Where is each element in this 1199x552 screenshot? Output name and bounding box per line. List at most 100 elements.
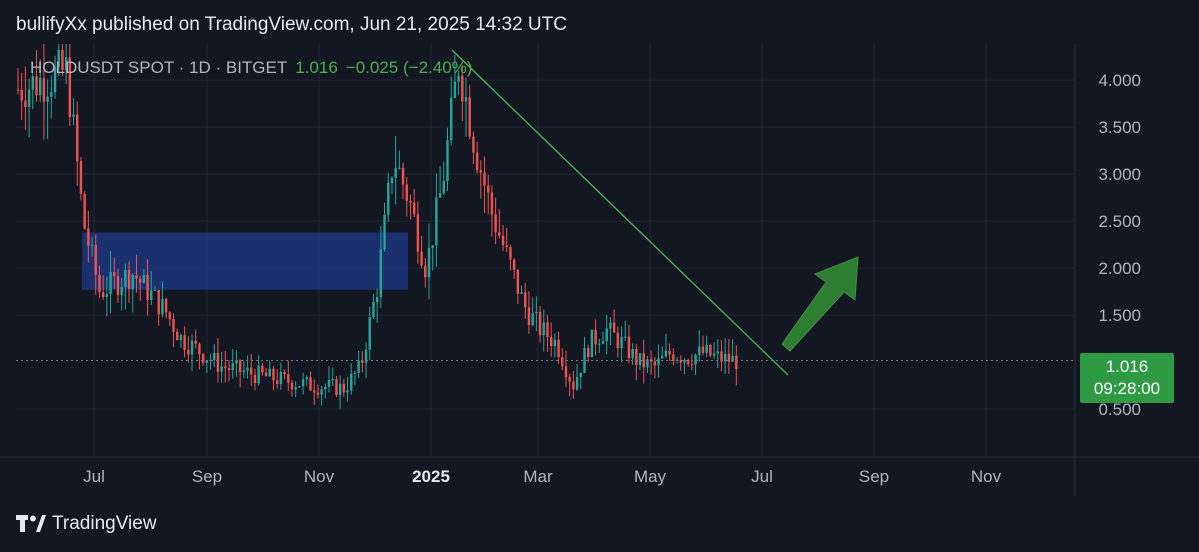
candle-body bbox=[250, 367, 253, 375]
candle-body bbox=[401, 167, 405, 185]
candle-body bbox=[594, 329, 597, 345]
candle-body bbox=[694, 354, 697, 365]
candle-body bbox=[94, 244, 97, 275]
candle-body bbox=[701, 346, 705, 353]
candle-body bbox=[453, 81, 457, 98]
candle-body bbox=[412, 202, 416, 215]
candle-body bbox=[253, 374, 257, 384]
candle-body bbox=[394, 167, 397, 178]
candle-body bbox=[301, 379, 305, 387]
candle-body bbox=[424, 265, 427, 278]
x-tick-label: Sep bbox=[859, 467, 889, 486]
candle-body bbox=[220, 366, 223, 372]
candle-body bbox=[27, 89, 31, 108]
candle-body bbox=[50, 92, 53, 97]
candle-body bbox=[61, 49, 64, 71]
candle-body bbox=[372, 302, 375, 318]
candle-body bbox=[420, 251, 423, 266]
candle-body bbox=[487, 185, 490, 193]
candle-body bbox=[653, 361, 657, 366]
candle-body bbox=[668, 350, 671, 355]
candle-body bbox=[509, 247, 512, 260]
candle-body bbox=[375, 296, 379, 303]
candle-body bbox=[16, 89, 20, 91]
candle-body bbox=[187, 349, 190, 355]
chart-legend: HOLDUSDT SPOT · 1D · BITGET 1.016 −0.025… bbox=[30, 58, 472, 78]
candle-body bbox=[231, 363, 234, 371]
candle-body bbox=[338, 383, 342, 396]
candle-body bbox=[361, 360, 364, 363]
candle-body bbox=[124, 269, 127, 288]
candle-body bbox=[575, 377, 579, 390]
price-chart[interactable]: 0.500 1.500 2.000 2.500 3.000 3.500 4.000 Jul Se… bbox=[0, 44, 1199, 496]
candle-body bbox=[546, 322, 549, 338]
candle-body bbox=[353, 372, 357, 374]
candle-body bbox=[672, 354, 675, 361]
publish-line: bullifyXx published on TradingView.com, … bbox=[16, 14, 567, 35]
candle-body bbox=[172, 319, 175, 332]
x-tick-label: Mar bbox=[523, 467, 553, 486]
candle-body bbox=[164, 298, 168, 313]
candle-body bbox=[294, 387, 297, 390]
x-tick-label: Nov bbox=[304, 467, 335, 486]
candle-body bbox=[305, 377, 308, 380]
candle-body bbox=[42, 78, 46, 102]
chart-frame[interactable]: 0.500 1.500 2.000 2.500 3.000 3.500 4.000 Jul Se… bbox=[0, 44, 1199, 496]
candle-body bbox=[464, 97, 468, 102]
top-header: bullifyXx published on TradingView.com, … bbox=[0, 0, 1199, 44]
candle-body bbox=[705, 344, 708, 353]
candle-body bbox=[142, 274, 146, 283]
y-tick-label: 3.500 bbox=[1098, 118, 1141, 137]
trend-line bbox=[451, 49, 789, 376]
candle-body bbox=[383, 214, 386, 250]
tradingview-logo-icon bbox=[16, 515, 46, 532]
candle-body bbox=[72, 114, 75, 117]
candle-body bbox=[627, 336, 631, 359]
candle-body bbox=[590, 329, 594, 358]
candle-body bbox=[683, 359, 686, 363]
candle-body bbox=[213, 352, 216, 361]
candle-body bbox=[309, 377, 312, 391]
candle-body bbox=[279, 371, 283, 384]
candle-body bbox=[379, 249, 383, 297]
x-tick-label: Jul bbox=[83, 467, 105, 486]
y-tick-label: 4.000 bbox=[1098, 71, 1141, 90]
y-tick-label: 2.500 bbox=[1098, 212, 1141, 231]
x-tick-label: Nov bbox=[971, 467, 1002, 486]
candle-body bbox=[553, 339, 557, 347]
candle-body bbox=[483, 172, 486, 186]
candle-body bbox=[242, 370, 246, 373]
x-tick-label: Jul bbox=[751, 467, 773, 486]
candle-body bbox=[498, 232, 501, 236]
candle-body bbox=[405, 184, 408, 201]
candle-body bbox=[35, 76, 38, 96]
candle-body bbox=[287, 374, 290, 383]
candle-body bbox=[364, 349, 368, 363]
candle-body bbox=[238, 360, 242, 373]
candle-body bbox=[531, 312, 534, 326]
candle-body bbox=[275, 380, 279, 384]
candle-body bbox=[320, 389, 323, 395]
current-price-tag: 1.016 09:28:00 bbox=[1080, 353, 1174, 403]
candle-body bbox=[431, 245, 434, 248]
candle-body bbox=[727, 353, 731, 362]
candle-body bbox=[468, 97, 471, 137]
candle-body bbox=[524, 292, 527, 308]
candle-body bbox=[612, 322, 616, 333]
candle-body bbox=[76, 114, 79, 162]
candle-body bbox=[568, 377, 571, 382]
candle-body bbox=[557, 339, 560, 358]
bar-countdown: 09:28:00 bbox=[1093, 379, 1161, 398]
y-tick-label: 1.500 bbox=[1098, 306, 1141, 325]
candle-body bbox=[731, 355, 734, 362]
candle-body bbox=[442, 180, 445, 194]
candle-body bbox=[461, 75, 464, 102]
candle-body bbox=[409, 200, 412, 203]
candle-body bbox=[346, 390, 349, 393]
candle-body bbox=[398, 167, 401, 169]
candle-body bbox=[527, 307, 531, 326]
candle-body bbox=[664, 350, 668, 357]
price-change: −0.025 (−2.40%) bbox=[345, 58, 473, 77]
candle-body bbox=[316, 392, 320, 395]
x-tick-label: May bbox=[634, 467, 667, 486]
